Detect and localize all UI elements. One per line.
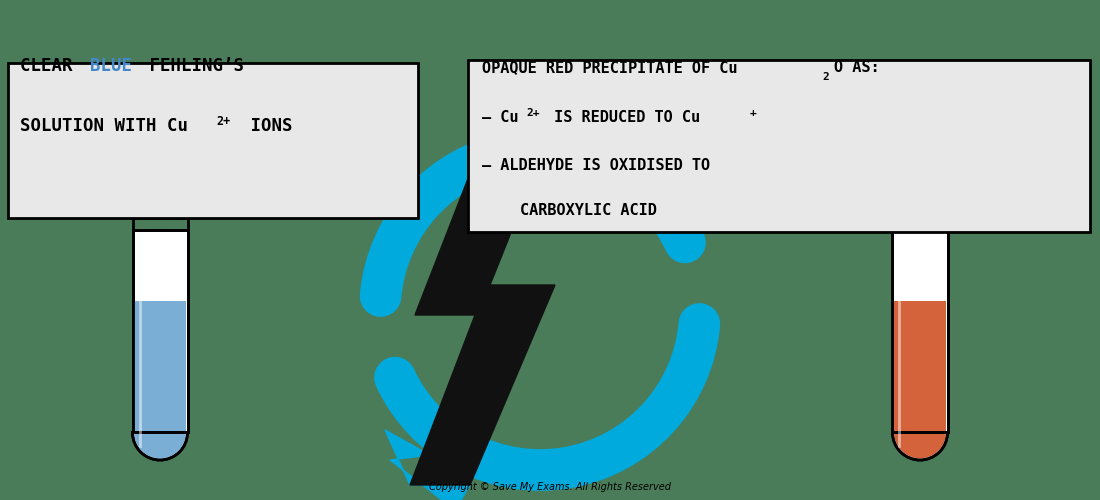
Text: SOLUTION WITH Cu: SOLUTION WITH Cu [20, 117, 188, 135]
Text: IS REDUCED TO Cu: IS REDUCED TO Cu [544, 110, 700, 125]
Text: BLUE: BLUE [90, 57, 132, 75]
Bar [892, 230, 947, 432]
Text: IONS: IONS [240, 117, 293, 135]
Text: Copyright © Save My Exams. All Rights Reserved: Copyright © Save My Exams. All Rights Re… [429, 482, 671, 492]
Wedge shape [892, 432, 947, 460]
Polygon shape [682, 322, 717, 352]
Text: – ALDEHYDE IS OXIDISED TO: – ALDEHYDE IS OXIDISED TO [482, 158, 711, 173]
Text: CARBOXYLIC ACID: CARBOXYLIC ACID [520, 203, 657, 218]
Text: FEHLING’S: FEHLING’S [139, 57, 244, 75]
Bar [132, 230, 187, 432]
Bar [132, 230, 187, 432]
Polygon shape [363, 268, 398, 298]
Text: O AS:: O AS: [834, 60, 880, 75]
Wedge shape [132, 432, 187, 460]
Wedge shape [894, 432, 946, 458]
Bar [892, 230, 947, 432]
Text: 2+: 2+ [526, 108, 539, 118]
Bar [134, 301, 186, 432]
Text: OPAQUE RED PRECIPITATE OF Cu: OPAQUE RED PRECIPITATE OF Cu [482, 60, 737, 75]
FancyBboxPatch shape [468, 60, 1090, 232]
Polygon shape [410, 135, 556, 485]
Text: +: + [750, 108, 757, 118]
Text: 2: 2 [823, 72, 829, 82]
Text: – Cu: – Cu [482, 110, 518, 125]
FancyBboxPatch shape [8, 63, 418, 218]
Polygon shape [385, 430, 470, 500]
Text: CLEAR: CLEAR [20, 57, 82, 75]
Text: 2+: 2+ [216, 115, 230, 128]
Wedge shape [134, 432, 186, 458]
Bar [894, 301, 946, 432]
